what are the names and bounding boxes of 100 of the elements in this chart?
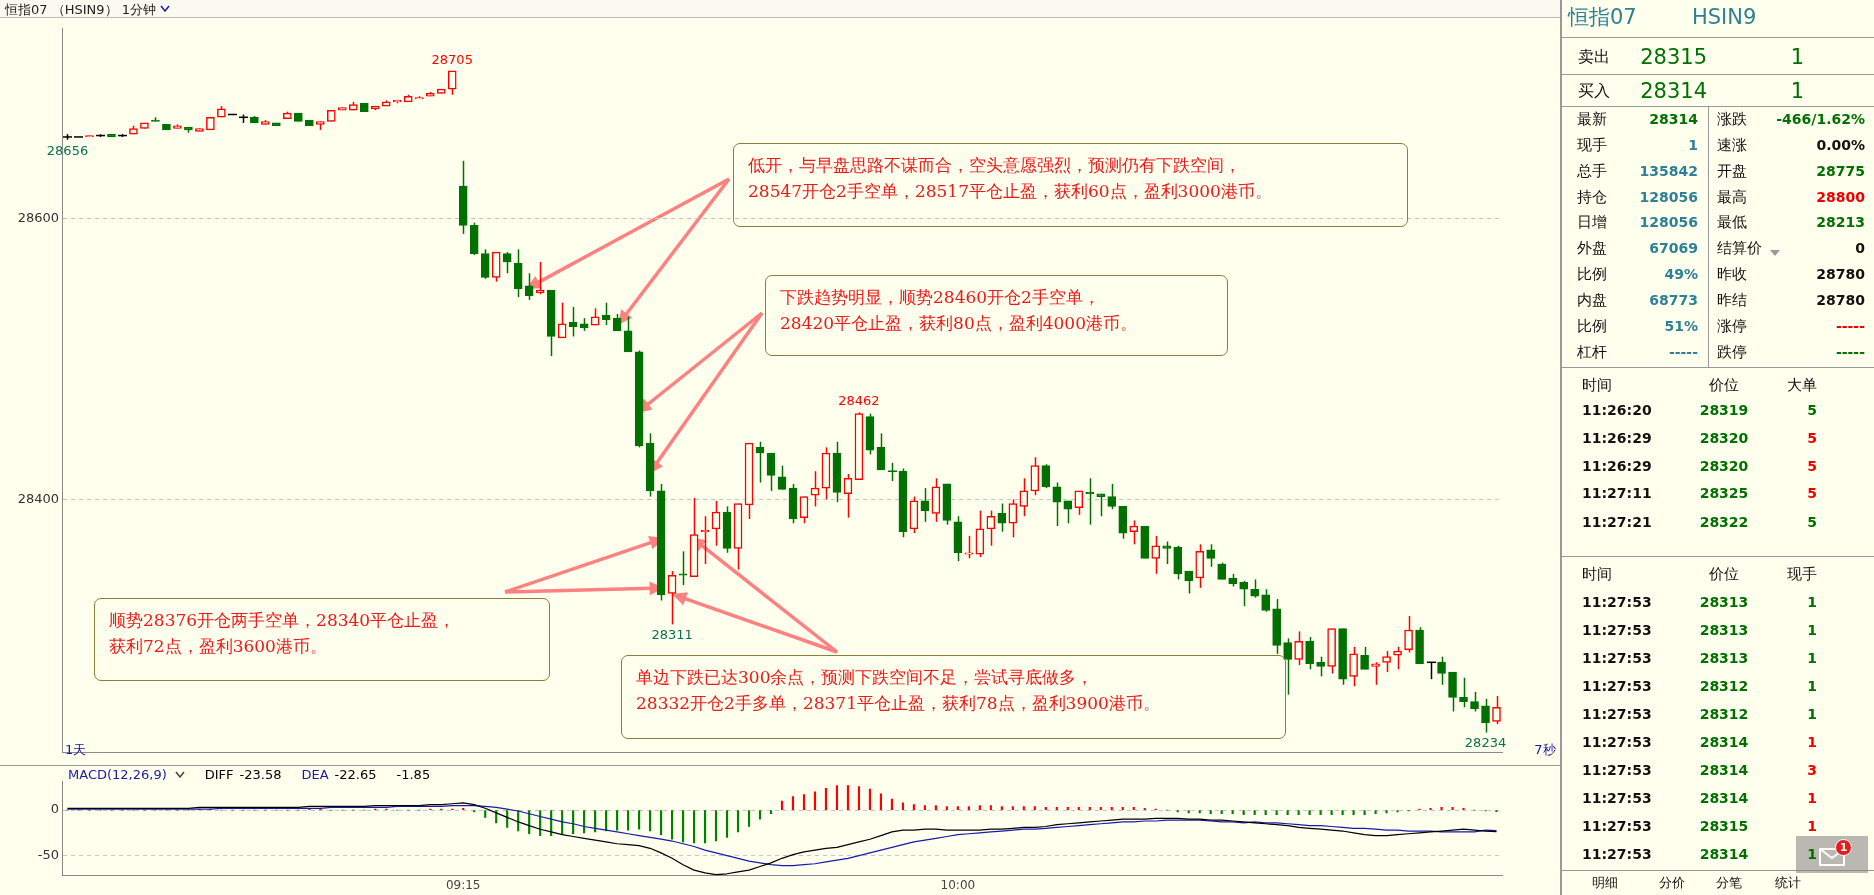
series-label: DEA — [301, 767, 329, 782]
text: 11:27:53 — [1582, 818, 1652, 834]
x-tick-label: 10:00 — [940, 877, 976, 892]
text: 昨收 — [1717, 264, 1747, 283]
text: 外盘 — [1577, 238, 1607, 257]
text: 比例 — [1577, 316, 1607, 335]
annotation: -1.85 — [396, 767, 431, 782]
text: 1 — [1807, 650, 1817, 666]
text: 135842 — [1639, 163, 1698, 179]
text: 11:27:11 — [1582, 485, 1652, 501]
text: 28313 — [1699, 622, 1749, 638]
annotation: 28705 — [431, 51, 473, 67]
annotation: 获利72点，盈利3600港币。 — [109, 635, 328, 659]
text: 28315 — [1699, 818, 1749, 834]
annotation: 下跌趋势明显，顺势28460开仓2手空单， — [780, 286, 1101, 309]
text: 跌停 — [1717, 342, 1747, 361]
text: 28314 — [1699, 790, 1749, 806]
annotation: 28547开仓2手空单，28517平仓止盈，获利60点，盈利3000港币。 — [748, 180, 1273, 204]
chart-title: MACD(12,26,9) — [68, 767, 167, 782]
text: ----- — [1668, 344, 1698, 360]
text: 5 — [1807, 402, 1817, 418]
text: 49% — [1664, 266, 1698, 282]
text: 28312 — [1699, 678, 1749, 694]
y-tick-label: 28600 — [17, 209, 59, 225]
text: 28320 — [1699, 430, 1749, 446]
annotation: 顺势28376开仓两手空单，28340平仓止盈， — [109, 609, 457, 632]
series-label: DIFF — [204, 767, 234, 782]
text: 恒指07 — [1568, 4, 1637, 29]
text: 5 — [1807, 485, 1817, 501]
text: 28800 — [1816, 189, 1865, 205]
text: 28314 — [1699, 846, 1749, 862]
text: 1 — [1807, 706, 1817, 722]
annotation: 28234 — [1464, 735, 1507, 751]
text: 昨结 — [1717, 290, 1747, 309]
y-tick-label: 0 — [50, 801, 59, 817]
text: 1 — [1807, 622, 1817, 638]
text: 28213 — [1816, 214, 1865, 230]
text: 最低 — [1717, 212, 1747, 231]
text: 3 — [1807, 762, 1817, 778]
text: 28315 — [1640, 44, 1707, 69]
text: 卖出 — [1578, 47, 1610, 66]
text: 日增 — [1577, 212, 1607, 231]
text: 比例 — [1577, 264, 1607, 283]
text: 5 — [1807, 514, 1817, 530]
text: 128056 — [1639, 214, 1698, 230]
text: 28780 — [1816, 266, 1865, 282]
text: 28314 — [1699, 762, 1749, 778]
text: 内盘 — [1577, 290, 1607, 309]
text: 28314 — [1640, 78, 1707, 103]
text: 涨跌 — [1717, 109, 1747, 128]
text: 价位 — [1709, 375, 1739, 394]
text: 11:27:21 — [1582, 514, 1652, 530]
text: 28775 — [1816, 163, 1865, 179]
text: 分价 — [1659, 874, 1685, 890]
text: 1 — [1790, 44, 1804, 69]
text: 11:27:53 — [1582, 790, 1652, 806]
text: ----- — [1835, 344, 1865, 360]
text: 买入 — [1578, 81, 1610, 100]
annotation: 1天 — [65, 741, 87, 757]
text: 开盘 — [1717, 161, 1747, 180]
text: 大单 — [1787, 375, 1817, 394]
text: 结算价 — [1717, 238, 1762, 257]
text: 11:27:53 — [1582, 734, 1652, 750]
text: 杠杆 — [1577, 342, 1607, 361]
text: 11:27:53 — [1582, 706, 1652, 722]
text: 11:26:20 — [1582, 402, 1652, 418]
text: 速涨 — [1717, 135, 1747, 154]
text: 涨停 — [1717, 316, 1747, 335]
text: 明细 — [1592, 874, 1618, 890]
text: 28313 — [1699, 650, 1749, 666]
text: 28320 — [1699, 458, 1749, 474]
x-tick-label: 09:15 — [445, 877, 481, 892]
text: 128056 — [1639, 189, 1698, 205]
text: 最高 — [1717, 187, 1747, 206]
annotation: 28420平仓止盈，获利80点，盈利4000港币。 — [780, 312, 1138, 336]
chart-title: 恒指07 （HSIN9） 1分钟 — [5, 1, 156, 17]
annotation: -23.58 — [239, 767, 282, 782]
text: 1 — [1807, 594, 1817, 610]
text: 1 — [1790, 78, 1804, 103]
text: 5 — [1807, 458, 1817, 474]
text: 1 — [1807, 846, 1817, 862]
text: 持仓 — [1577, 187, 1607, 206]
text: 51% — [1664, 318, 1698, 334]
text: 1 — [1835, 839, 1852, 856]
text: 时间 — [1582, 375, 1612, 394]
text: 价位 — [1709, 564, 1739, 583]
text: 分笔 — [1716, 874, 1742, 890]
text: 28322 — [1699, 514, 1749, 530]
text: 现手 — [1577, 135, 1607, 154]
text: 现手 — [1787, 564, 1817, 583]
text: 11:27:53 — [1582, 762, 1652, 778]
text: 1 — [1807, 734, 1817, 750]
text: 28314 — [1699, 734, 1749, 750]
text: 11:27:53 — [1582, 678, 1652, 694]
text: 28325 — [1699, 485, 1749, 501]
annotation: 28332开仓2手多单，28371平仓止盈，获利78点，盈利3900港币。 — [636, 692, 1161, 716]
text: 最新 — [1577, 109, 1607, 128]
text: 11:27:53 — [1582, 622, 1652, 638]
annotation: 低开，与早盘思路不谋而合，空头意愿强烈，预测仍有下跌空间， — [748, 154, 1242, 177]
text: 11:27:53 — [1582, 594, 1652, 610]
